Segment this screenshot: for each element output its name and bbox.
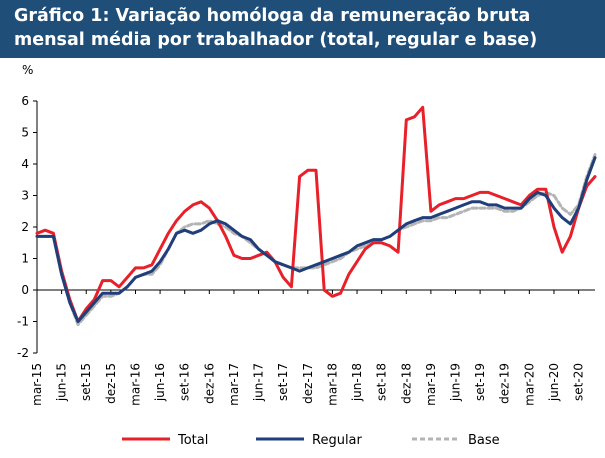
x-tick-label: dez-19: [498, 363, 512, 404]
x-tick-label: set-19: [473, 363, 487, 401]
x-tick-label: set-18: [375, 363, 389, 401]
x-tick-label: mar-17: [227, 363, 241, 406]
x-tick-label: mar-19: [424, 363, 438, 406]
y-tick-label: 0: [21, 283, 29, 297]
x-tick-label: mar-16: [128, 363, 142, 406]
legend-label-base: Base: [468, 433, 500, 448]
x-tick-label: dez-17: [301, 363, 315, 404]
chart-title: Gráfico 1: Variação homóloga da remunera…: [0, 0, 605, 58]
x-tick-label: set-15: [79, 363, 93, 401]
legend-label-regular: Regular: [312, 433, 363, 448]
x-tick-label: mar-15: [30, 363, 44, 406]
chart-title-line-2: mensal média por trabalhador (total, reg…: [14, 30, 538, 50]
x-tick-label: jun-15: [55, 363, 69, 402]
y-tick-label: 5: [21, 126, 29, 140]
x-tick-label: jun-19: [449, 363, 463, 402]
chart-title-line-1: Gráfico 1: Variação homóloga da remunera…: [14, 6, 531, 26]
y-axis-unit-label: %: [22, 63, 33, 77]
chart-legend: Total Regular Base: [122, 433, 500, 448]
x-tick-label: jun-18: [350, 363, 364, 402]
x-tick-label: dez-18: [399, 363, 413, 404]
x-tick-label: set-16: [178, 363, 192, 401]
x-tick-label: jun-20: [547, 363, 561, 402]
x-tick-labels: mar-15 jun-15 set-15 dez-15 mar-16 jun-16 set-…: [30, 363, 586, 406]
legend-label-total: Total: [177, 433, 208, 448]
x-tick-label: dez-16: [202, 363, 216, 404]
x-tick-label: dez-15: [104, 363, 118, 404]
y-tick-labels: -2 -1 0 1 2 3 4 5 6: [17, 94, 29, 360]
y-tick-label: 4: [21, 157, 29, 171]
chart-axes: [33, 100, 595, 354]
x-tick-label: mar-20: [522, 363, 536, 406]
series-line-regular: [35, 156, 597, 323]
x-tick-label: set-17: [276, 363, 290, 401]
y-tick-label: 1: [21, 252, 29, 266]
y-tick-label: -2: [17, 346, 29, 360]
y-tick-label: -1: [17, 315, 29, 329]
x-tick-label: jun-16: [153, 363, 167, 402]
y-tick-label: 2: [21, 220, 29, 234]
x-tick-label: set-20: [572, 363, 586, 401]
x-tick-label: jun-17: [252, 363, 266, 402]
y-tick-label: 3: [21, 189, 29, 203]
series-line-total: [35, 105, 597, 323]
series-lines: [35, 105, 597, 327]
y-tick-label: 6: [21, 94, 29, 108]
x-tick-label: mar-18: [325, 363, 339, 406]
